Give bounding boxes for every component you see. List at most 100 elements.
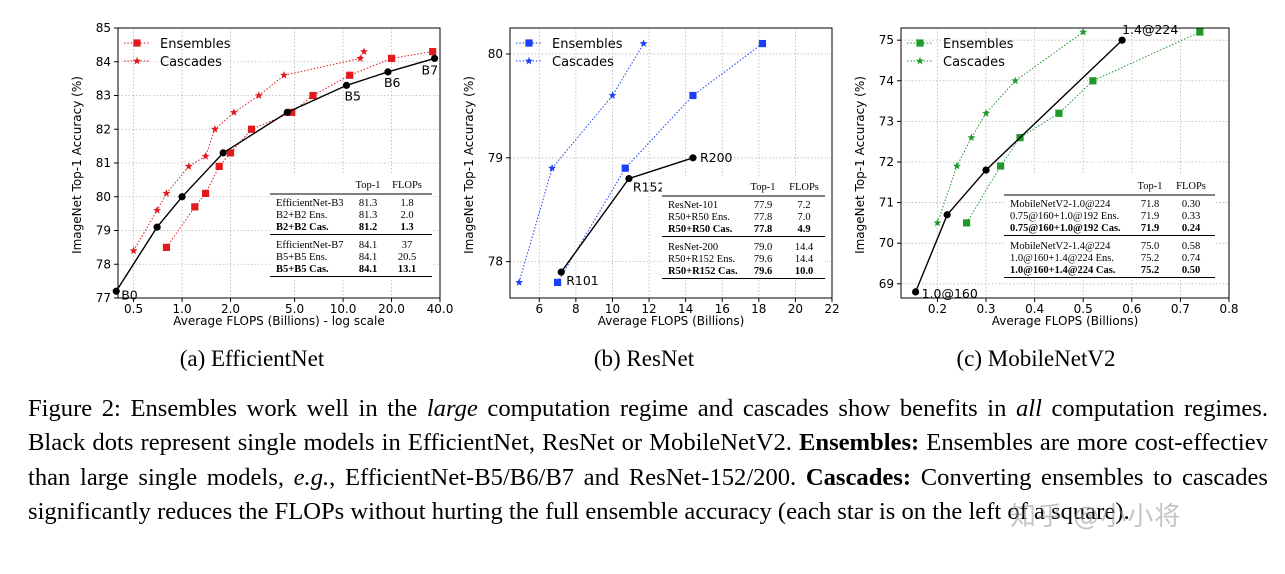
ensemble-point bbox=[963, 219, 971, 227]
table-row-top1: 75.2 bbox=[1141, 265, 1159, 276]
ensemble-point bbox=[689, 91, 697, 100]
table-row-top1: 79.0 bbox=[754, 242, 772, 253]
legend-ensembles-label: Ensembles bbox=[160, 37, 231, 52]
y-tick-label: 74 bbox=[879, 74, 894, 88]
cascade-point bbox=[162, 189, 171, 197]
table-row-top1: 77.9 bbox=[754, 200, 772, 211]
table-row-name: 1.0@160+1.4@224 Ens. bbox=[1010, 253, 1114, 264]
y-tick-label: 72 bbox=[879, 155, 894, 169]
table-row-flops: 1.8 bbox=[400, 198, 413, 209]
table-row-name: EfficientNet-B7 bbox=[276, 240, 343, 251]
cascades-line bbox=[518, 43, 645, 283]
cascade-point bbox=[153, 206, 162, 214]
cascade-point bbox=[360, 47, 368, 55]
single-model-point bbox=[911, 288, 920, 296]
table-row-flops: 14.4 bbox=[795, 254, 814, 265]
table-row-top1: 77.8 bbox=[754, 212, 772, 223]
x-tick-label: 12 bbox=[641, 302, 656, 316]
table-row-flops: 0.58 bbox=[1182, 241, 1200, 252]
table-row-name: R50+R152 Ens. bbox=[668, 254, 735, 265]
y-tick-label: 85 bbox=[96, 21, 111, 35]
table-row-flops: 1.3 bbox=[400, 222, 413, 233]
x-tick-label: 14 bbox=[678, 302, 693, 316]
x-tick-label: 0.6 bbox=[1122, 302, 1141, 316]
y-tick-label: 73 bbox=[879, 114, 894, 128]
cascade-point bbox=[639, 39, 648, 47]
table-row-top1: 71.9 bbox=[1141, 211, 1159, 222]
table-background bbox=[1004, 175, 1215, 279]
x-tick-label: 2.0 bbox=[221, 302, 240, 316]
table-row-flops: 0.33 bbox=[1182, 211, 1200, 222]
single-model-label: B7 bbox=[422, 62, 439, 77]
x-tick-label: 0.7 bbox=[1171, 302, 1190, 316]
ensemble-point bbox=[162, 243, 171, 251]
single-model-label: B5 bbox=[344, 88, 361, 103]
table-row-flops: 20.5 bbox=[398, 252, 416, 263]
table-row-top1: 84.1 bbox=[359, 264, 377, 275]
table-background bbox=[270, 174, 432, 278]
table-row-name: R50+R50 Cas. bbox=[668, 224, 733, 235]
single-model-label: 1.0@160 bbox=[922, 286, 978, 301]
legend: Ensembles Cascades bbox=[516, 37, 623, 70]
ensemble-point bbox=[1089, 77, 1097, 85]
y-tick-label: 77 bbox=[96, 291, 111, 305]
table-row-name: ResNet-200 bbox=[668, 242, 718, 253]
y-tick-label: 75 bbox=[879, 33, 894, 47]
single-model-point bbox=[689, 154, 697, 162]
table-header-top1: Top-1 bbox=[356, 180, 381, 191]
legend: Ensembles Cascades bbox=[124, 37, 231, 70]
single-model-point bbox=[219, 149, 227, 157]
x-tick-label: 0.3 bbox=[976, 302, 995, 316]
y-tick-label: 71 bbox=[879, 196, 894, 210]
table-header-flops: FLOPs bbox=[1176, 181, 1206, 192]
single-model-point bbox=[384, 68, 392, 76]
x-tick-label: 10 bbox=[605, 302, 620, 316]
single-model-point bbox=[557, 268, 565, 276]
results-table: Top-1 FLOPs EfficientNet-B3 81.3 1.8 B2+B2 En… bbox=[270, 174, 432, 278]
single-model-label: B6 bbox=[384, 75, 401, 90]
legend-ensembles-marker bbox=[916, 39, 924, 47]
results-table: Top-1 FLOPs MobileNetV2-1.0@224 71.8 0.30 0.7… bbox=[1004, 175, 1215, 279]
table-row-flops: 13.1 bbox=[398, 264, 416, 275]
single-model-line bbox=[115, 57, 435, 292]
single-model-point bbox=[153, 223, 161, 231]
cascade-point bbox=[1079, 27, 1088, 36]
table-row-name: B2+B2 Cas. bbox=[276, 222, 329, 233]
cascade-point bbox=[933, 218, 942, 227]
legend-cascades-label: Cascades bbox=[552, 55, 614, 70]
legend-ensembles-marker bbox=[133, 39, 141, 47]
ensemble-point bbox=[247, 125, 256, 133]
x-tick-label: 10.0 bbox=[330, 302, 357, 316]
table-row-name: ResNet-101 bbox=[668, 200, 718, 211]
table-row-flops: 2.0 bbox=[400, 210, 413, 221]
x-tick-label: 5.0 bbox=[285, 302, 304, 316]
plot-frame bbox=[509, 27, 833, 299]
x-tick-label: 8 bbox=[572, 302, 580, 316]
legend-cascades-marker bbox=[525, 56, 533, 65]
y-tick-label: 80 bbox=[96, 190, 111, 204]
table-row-top1: 81.3 bbox=[359, 198, 377, 209]
cascade-point bbox=[967, 133, 976, 141]
single-model-point bbox=[283, 108, 291, 116]
legend-ensembles-label: Ensembles bbox=[552, 37, 623, 52]
cascade-point bbox=[210, 125, 219, 133]
watermark: 知乎 @小小将 bbox=[1010, 502, 1182, 532]
table-row-top1: 79.6 bbox=[754, 266, 772, 277]
cascade-point bbox=[1011, 76, 1020, 85]
chart-resnet: 6 8 10 12 14 16 18 20 22 78 79 80 Average FLOPS (Bil… bbox=[462, 27, 840, 328]
table-row-top1: 77.8 bbox=[754, 224, 772, 235]
figure-panels: 0.5 1.0 2.0 5.0 10.0 20.0 40.07778798081828384… bbox=[70, 21, 1239, 328]
ensemble-point bbox=[387, 54, 396, 62]
ensemble-point bbox=[346, 71, 354, 79]
y-tick-label: 79 bbox=[96, 224, 111, 238]
cascade-point bbox=[184, 162, 193, 170]
table-row-flops: 10.0 bbox=[795, 266, 813, 277]
table-row-top1: 71.9 bbox=[1141, 223, 1159, 234]
table-row-top1: 81.2 bbox=[359, 222, 377, 233]
table-row-name: B5+B5 Ens. bbox=[276, 252, 327, 263]
chart-efficientnet: 0.5 1.0 2.0 5.0 10.0 20.0 40.0 77 78 79 80 81 82 83 84… bbox=[70, 21, 453, 328]
x-axis-label: Average FLOPS (Billions) - log scale bbox=[173, 314, 384, 328]
legend-cascades-label: Cascades bbox=[943, 55, 1005, 70]
single-model-point bbox=[112, 287, 120, 295]
table-row-top1: 79.6 bbox=[754, 254, 772, 265]
